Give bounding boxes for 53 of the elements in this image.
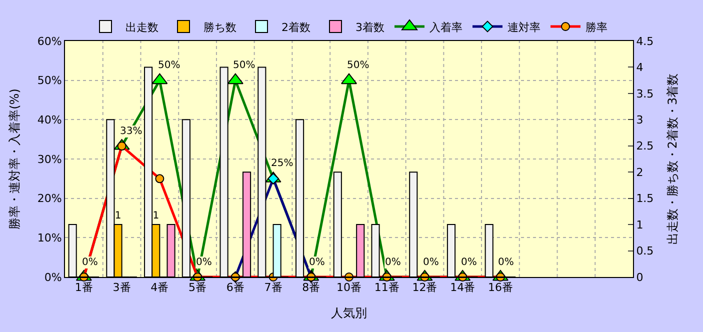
y-tick-label: 20% — [37, 192, 62, 206]
x-tick-label: 6番 — [226, 281, 244, 294]
y2-tick-label: 2.5 — [636, 140, 654, 153]
x-tick-label: 3番 — [112, 281, 131, 294]
x-tick-label: 12番 — [412, 281, 438, 294]
data-label: 0% — [385, 257, 401, 268]
legend-label: 勝ち数 — [204, 20, 236, 34]
y2-tick-label: 3.5 — [636, 87, 654, 100]
x-tick-label: 4番 — [150, 281, 169, 294]
legend-label: 出走数 — [126, 20, 158, 34]
y-tick-label: 40% — [37, 114, 62, 127]
data-label: 33% — [120, 126, 142, 137]
y2-tick-label: 4 — [636, 61, 644, 74]
data-label: 0% — [196, 257, 212, 268]
y2-tick-label: 3 — [636, 114, 644, 127]
data-label: 1 — [152, 210, 160, 222]
x-tick-label: 8番 — [302, 281, 320, 294]
legend-label: 入着率 — [430, 20, 462, 34]
data-label: 50% — [347, 60, 370, 71]
x-tick-label: 14番 — [450, 281, 476, 294]
data-label: 50% — [158, 60, 180, 71]
legend-label: 3着数 — [356, 20, 384, 34]
x-tick-label: 10番 — [336, 281, 362, 294]
data-label: 0% — [309, 257, 325, 268]
y-tick-label: 30% — [37, 152, 62, 166]
x-tick-label: 16番 — [488, 281, 513, 294]
x-axis-title: 人気別 — [331, 306, 367, 320]
data-label: 50% — [233, 60, 256, 71]
data-label: 0% — [423, 257, 439, 268]
y-tick-label: 10% — [37, 232, 62, 245]
data-label: 25% — [271, 158, 294, 169]
x-tick-label: 11番 — [374, 281, 400, 294]
y2-tick-label: 0 — [636, 270, 644, 284]
data-label: 1 — [114, 210, 122, 222]
y2-axis-title: 出走数・勝ち数・2着数・3着数 — [666, 73, 680, 245]
x-tick-label: 5番 — [188, 281, 207, 294]
y-tick-label: 0% — [44, 270, 62, 284]
y2-tick-label: 4.5 — [636, 34, 654, 48]
y2-tick-label: 0.5 — [636, 244, 654, 258]
data-label: 0% — [82, 257, 98, 268]
legend-label: 連対率 — [508, 20, 540, 34]
y-axis-title: 勝率・連対率・入着率(%) — [8, 88, 22, 230]
x-tick-label: 7番 — [264, 281, 282, 294]
y2-tick-label: 2 — [636, 166, 644, 179]
y-tick-label: 50% — [37, 74, 62, 88]
legend-label: 2着数 — [282, 20, 310, 34]
data-label: 0% — [461, 257, 477, 268]
x-tick-label: 1番 — [74, 281, 93, 294]
legend-label: 勝率 — [586, 20, 608, 34]
y2-tick-label: 1 — [636, 218, 644, 232]
y-tick-label: 60% — [37, 34, 62, 48]
y2-tick-label: 1.5 — [636, 192, 654, 206]
data-label: 0% — [498, 257, 514, 268]
